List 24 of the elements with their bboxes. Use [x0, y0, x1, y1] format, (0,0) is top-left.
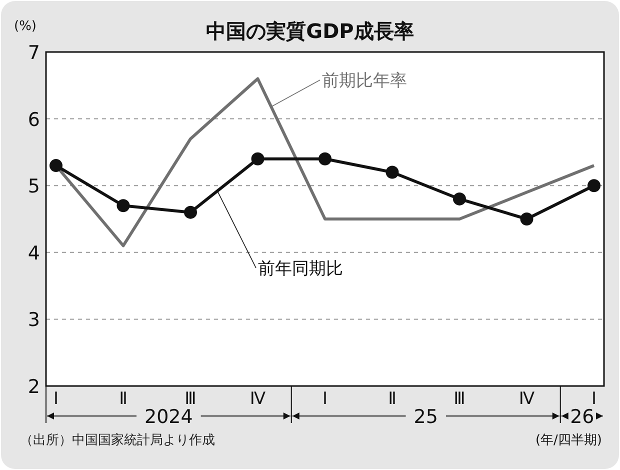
x-axis-title: (年/四半期) [535, 433, 602, 448]
y-tick-label: 5 [28, 176, 40, 198]
text: 前期比年率 [322, 71, 407, 91]
text: 2024 [144, 406, 193, 428]
x-tick-label: Ⅲ [454, 389, 466, 409]
x-tick-label: Ⅰ [322, 389, 328, 409]
y-tick-label: 4 [28, 242, 40, 264]
x-tick-label: Ⅲ [184, 389, 196, 409]
y-tick-label: 3 [28, 309, 40, 332]
text: 25 [414, 406, 438, 428]
text: （出所）中国国家統計局より作成 [20, 432, 215, 448]
text: 前年同期比 [258, 259, 343, 279]
text: 26 [570, 406, 594, 428]
chart-title: 中国の実質GDP成長率 [206, 19, 414, 43]
x-tick-label: Ⅱ [119, 389, 128, 409]
y-axis-title: (%) [14, 19, 36, 34]
x-tick-label: Ⅰ [591, 389, 597, 409]
x-tick-label: Ⅰ [53, 389, 59, 409]
x-tick-label: Ⅳ [250, 389, 266, 409]
y-tick-label: 2 [28, 376, 40, 398]
y-tick-label: 6 [28, 108, 40, 131]
y-tick-label: 7 [28, 42, 40, 64]
x-tick-label: Ⅳ [518, 389, 535, 409]
x-tick-label: Ⅱ [388, 389, 396, 409]
